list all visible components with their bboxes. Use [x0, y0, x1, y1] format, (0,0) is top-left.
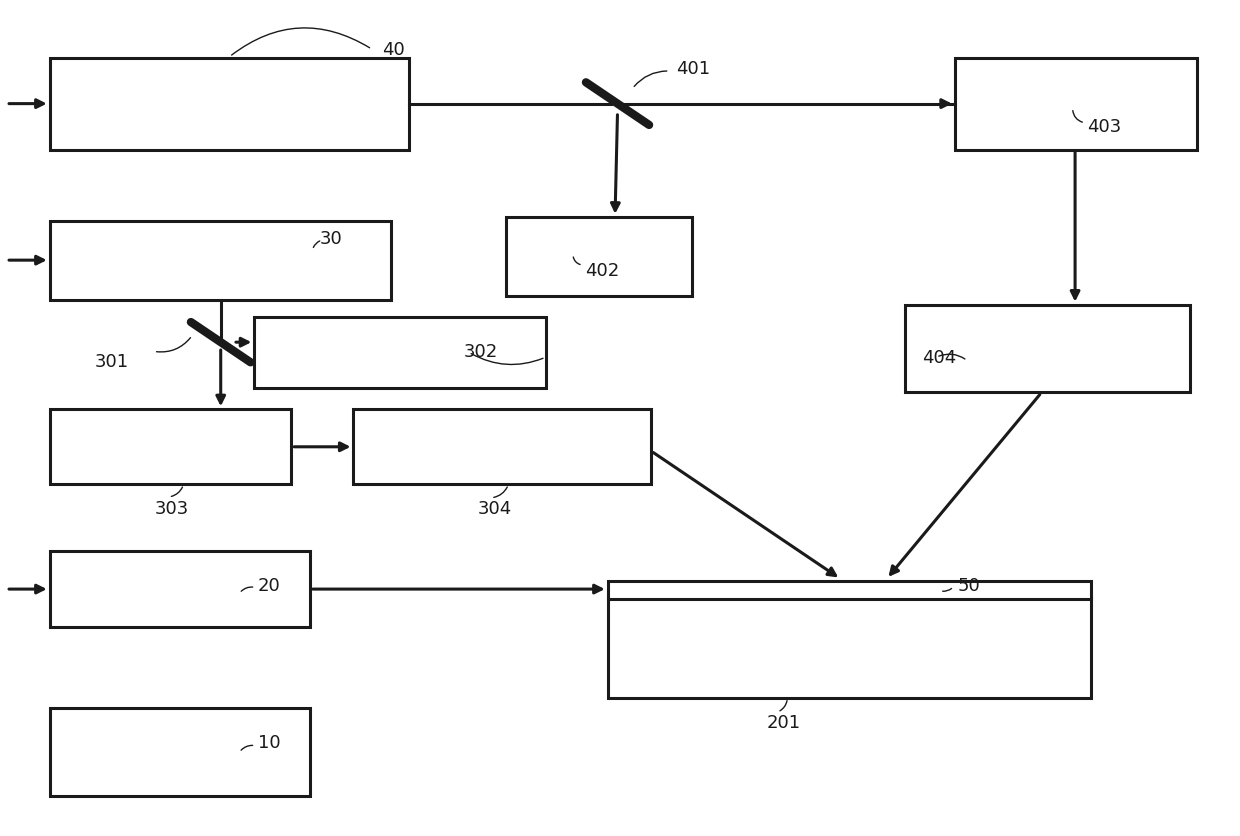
- Text: 302: 302: [464, 342, 498, 360]
- Text: 50: 50: [957, 576, 980, 594]
- Text: 20: 20: [258, 576, 280, 594]
- Text: 30: 30: [320, 230, 342, 248]
- Text: 401: 401: [676, 60, 711, 79]
- Text: 10: 10: [258, 733, 280, 752]
- Text: 403: 403: [1087, 118, 1122, 136]
- FancyBboxPatch shape: [254, 318, 546, 389]
- Text: 303: 303: [155, 499, 190, 517]
- Text: 40: 40: [382, 41, 404, 59]
- FancyBboxPatch shape: [955, 59, 1197, 150]
- FancyBboxPatch shape: [608, 581, 1091, 599]
- FancyBboxPatch shape: [353, 410, 651, 485]
- FancyBboxPatch shape: [50, 59, 409, 150]
- FancyBboxPatch shape: [506, 217, 692, 297]
- FancyBboxPatch shape: [608, 598, 1091, 698]
- FancyBboxPatch shape: [50, 552, 310, 627]
- FancyBboxPatch shape: [50, 222, 391, 301]
- FancyBboxPatch shape: [905, 305, 1190, 393]
- FancyBboxPatch shape: [50, 708, 310, 796]
- Text: 301: 301: [94, 352, 129, 370]
- Text: 402: 402: [585, 262, 620, 280]
- Text: 404: 404: [923, 349, 957, 367]
- Text: 201: 201: [766, 713, 801, 732]
- Text: 304: 304: [477, 499, 512, 517]
- FancyBboxPatch shape: [50, 410, 291, 485]
